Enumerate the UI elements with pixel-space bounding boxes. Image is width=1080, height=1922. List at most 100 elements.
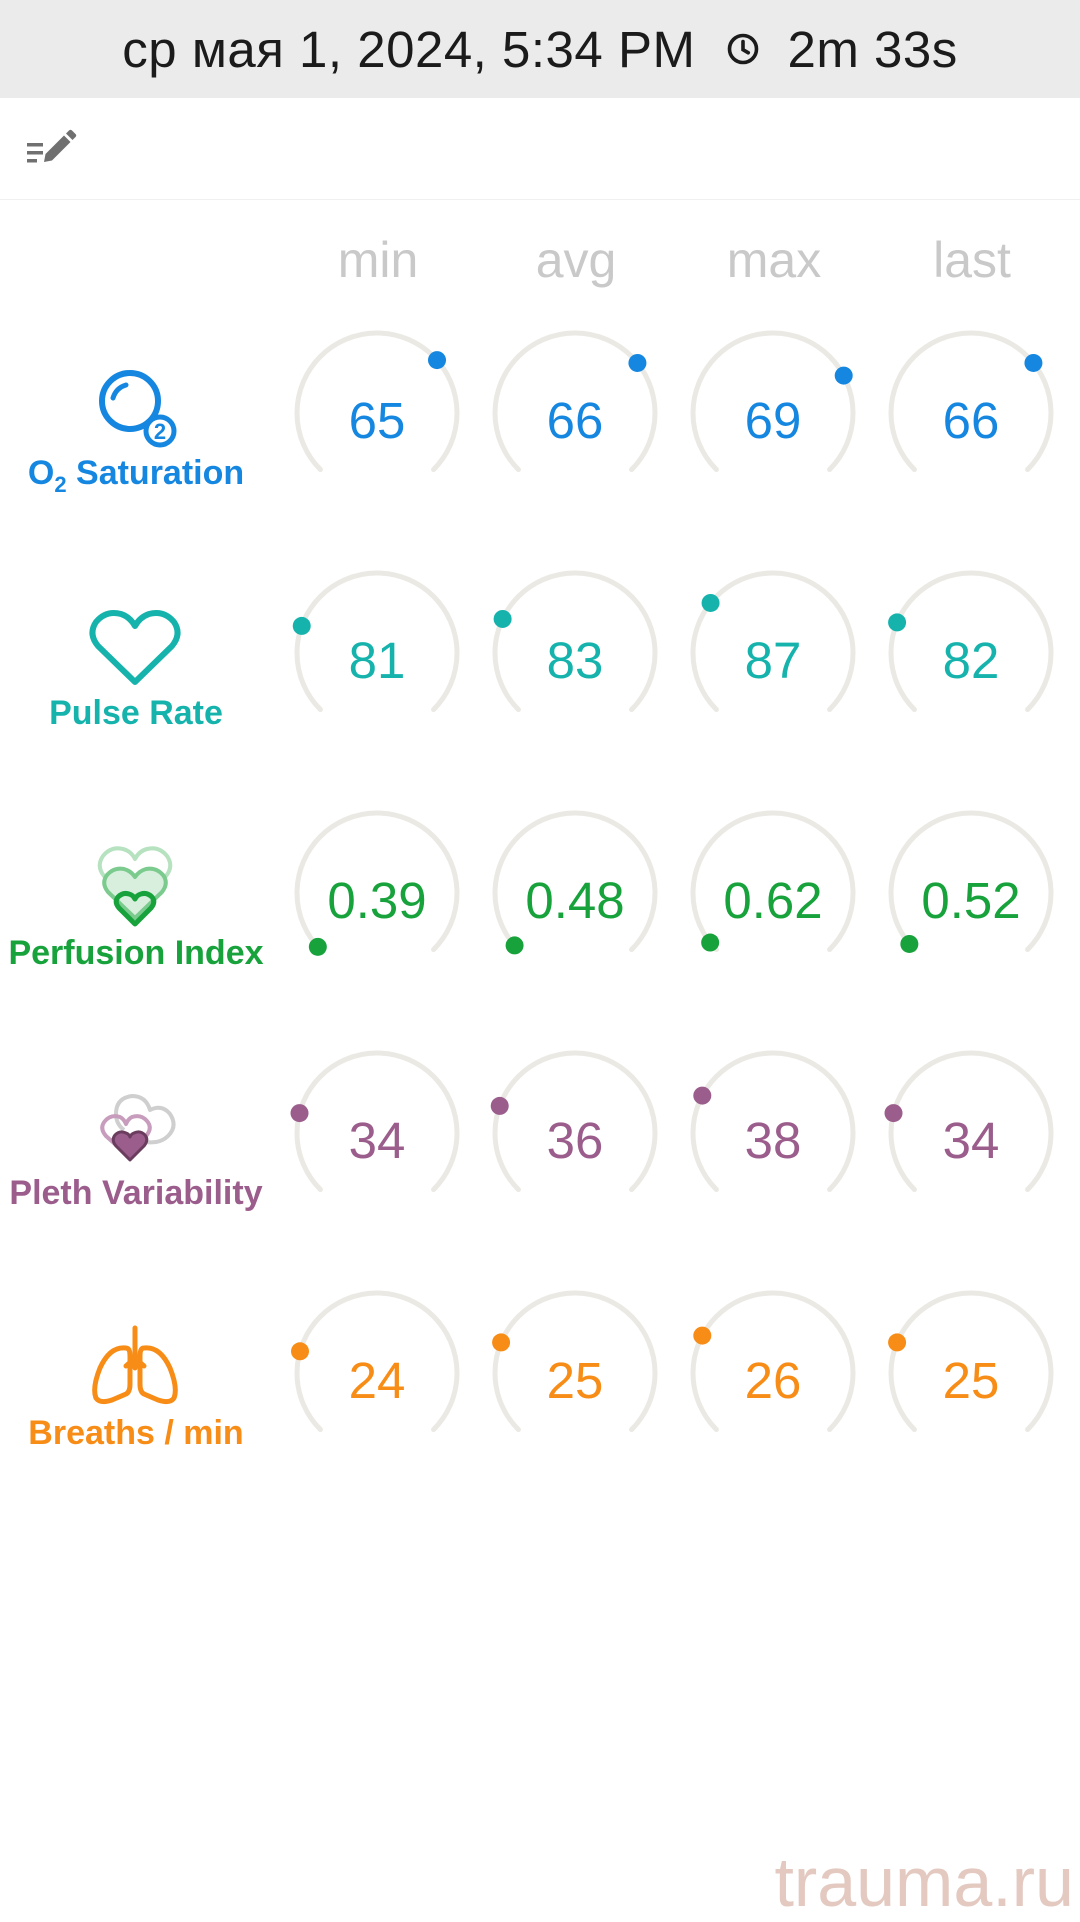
gauge-level-dot [492,1333,511,1352]
gauge-track [888,1050,1054,1193]
gauge-perfusion-last: 0.52 [884,806,1058,980]
gauge-dial [690,1290,856,1433]
metric-label-pulse: Pulse Rate [49,694,223,732]
gauge-dial [290,1050,460,1193]
metric-label-pleth: Pleth Variability [9,1174,263,1212]
metric-row-pleth: Pleth Variability 34 36 38 34 [0,1046,1080,1246]
gauge-dial [690,570,856,713]
gauge-track [690,330,856,473]
gauge-level-dot [290,1104,309,1123]
gauge-pleth-avg: 36 [488,1046,662,1220]
metric-breaths-per-min[interactable]: Breaths / min [0,1286,272,1486]
gauge-value: 36 [546,1111,604,1169]
gauge-value: 0.39 [327,871,427,929]
metric-pulse-rate[interactable]: Pulse Rate [0,566,272,766]
gauge-track [294,330,460,473]
metric-row-breaths: Breaths / min 24 25 26 25 [0,1286,1080,1486]
elapsed-time: 2m 33s [787,20,958,78]
gauge-pleth-min: 34 [290,1046,464,1220]
gauge-value: 38 [744,1111,802,1169]
gauge-pulse-avg: 83 [488,566,662,740]
gauge-value: 82 [942,631,1000,689]
gauge-track [690,1050,856,1193]
gauge-breaths-max: 26 [686,1286,860,1460]
gauge-level-dot [884,1104,903,1123]
heart-icon [89,610,181,685]
gauge-dial [884,1050,1054,1193]
gauge-value: 25 [546,1351,604,1409]
metric-row-o2: 2 O2 Saturation 65 66 69 66 [0,326,1080,526]
gauge-track [888,570,1054,713]
column-header-last: last [933,232,1011,288]
gauge-dial [291,1290,460,1433]
gauge-track [888,330,1054,473]
gauge-track [690,810,856,953]
gauge-value: 34 [348,1111,406,1169]
gauge-level-dot [308,937,327,956]
gauge-track [690,570,856,713]
gauge-dial [492,810,658,955]
metric-label-perfusion: Perfusion Index [8,934,264,972]
gauge-track [492,810,658,953]
gauge-track [690,1290,856,1433]
gauge-dial [492,330,658,473]
edit-list-icon[interactable] [24,126,80,172]
perfusion-hearts-icon [97,846,173,927]
metric-pleth-variability[interactable]: Pleth Variability [0,1046,272,1246]
gauge-value: 24 [348,1351,406,1409]
gauge-pleth-max: 38 [686,1046,860,1220]
watermark-text: trauma.ru [774,1843,1074,1921]
gauge-o2-avg: 66 [488,326,662,500]
gauge-track [492,330,658,473]
gauge-value: 34 [942,1111,1000,1169]
gauge-pleth-last: 34 [884,1046,1058,1220]
toolbar [0,98,1080,200]
gauge-dial [888,1290,1054,1433]
gauge-value: 66 [546,391,604,449]
gauge-value: 87 [744,631,802,689]
gauge-level-dot [693,1326,712,1345]
metric-row-perfusion: Perfusion Index 0.39 0.48 0.62 0.52 [0,806,1080,1006]
gauge-level-dot [428,351,447,370]
metric-label-o2: O2 Saturation [27,454,245,497]
svg-text:2: 2 [154,419,166,444]
datetime-text: ср мая 1, 2024, 5:34 PM [122,20,696,78]
gauge-level-dot [693,1086,712,1105]
gauge-level-dot [493,609,512,628]
gauge-dial [490,1050,658,1193]
gauge-level-dot [291,1342,310,1361]
gauge-value: 69 [744,391,802,449]
gauge-pulse-max: 87 [686,566,860,740]
gauge-pulse-min: 81 [290,566,464,740]
gauge-perfusion-min: 0.39 [290,806,464,980]
gauge-level-dot [490,1096,509,1115]
metric-label-breaths: Breaths / min [28,1414,244,1452]
gauge-track [492,1050,658,1193]
gauge-o2-last: 66 [884,326,1058,500]
metric-o2-saturation[interactable]: 2 O2 Saturation [0,326,272,526]
metric-perfusion-index[interactable]: Perfusion Index [0,806,272,1006]
gauge-dial [690,810,856,953]
gauge-value: 66 [942,391,1000,449]
gauge-value: 81 [348,631,406,689]
gauge-breaths-last: 25 [884,1286,1058,1460]
gauge-level-dot [701,933,720,952]
clock-icon [728,33,759,65]
gauge-level-dot [900,934,919,953]
gauge-value: 25 [942,1351,1000,1409]
gauge-dial [292,570,460,713]
gauge-level-dot [505,936,524,955]
column-header-avg: avg [535,232,617,288]
gauge-pulse-last: 82 [884,566,1058,740]
gauge-o2-min: 65 [290,326,464,500]
gauge-dial [690,1050,856,1193]
gauge-level-dot [888,613,907,632]
gauge-value: 26 [744,1351,802,1409]
gauge-track [294,1290,460,1433]
gauge-breaths-min: 24 [290,1286,464,1460]
gauge-dial [492,570,658,713]
pleth-hearts-icon [100,1094,176,1162]
gauge-track [294,810,460,953]
gauge-perfusion-max: 0.62 [686,806,860,980]
gauge-track [888,810,1054,953]
